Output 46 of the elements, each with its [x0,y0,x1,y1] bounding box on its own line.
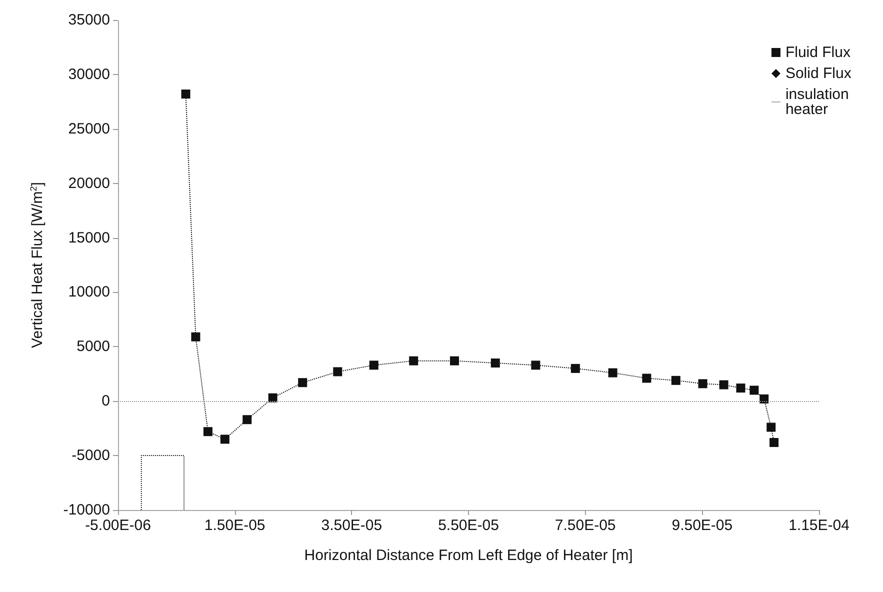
point [750,386,759,395]
point [409,356,418,366]
y-tick-label: 5000 [76,338,110,356]
y-tick-label: 10000 [68,284,110,301]
y-tick-label: 35000 [68,12,110,28]
point [608,368,618,378]
x-tick-label: 1.50E-05 [204,517,266,534]
point [333,367,342,376]
point [220,434,230,444]
legend-label: Fluid Flux [785,44,851,61]
point [570,364,580,373]
point [770,438,779,447]
point [760,394,769,404]
y-tick-label: -5000 [72,447,110,464]
point [671,376,680,385]
x-axis-title: Horizontal Distance From Left Edge of Heater [m] [304,547,633,564]
legend-label: insulation heater [785,86,854,118]
point [298,378,308,388]
x-tick-label: 9.50E-05 [672,517,733,534]
point [450,356,459,366]
point [181,90,190,99]
y-tick-label: 15000 [68,229,110,246]
point [268,393,278,402]
point [698,379,708,388]
point [191,332,200,342]
y-axis-title: Vertical Heat Flux [W/m2] [28,182,46,348]
y-tick-label: -10000 [63,502,110,518]
y-tick-label: 25000 [68,120,110,138]
x-tick-label: 3.50E-05 [321,517,382,534]
x-tick-label: 7.50E-05 [554,517,616,534]
y-tick-label: 30000 [68,66,110,83]
point [490,358,500,368]
point [242,415,252,424]
point [766,422,776,432]
point [531,360,540,370]
x-tick-label: 5.50E-05 [438,517,499,534]
y-tick-label: 0 [102,392,110,410]
point [736,384,746,393]
x-tick-label: -5.00E-06 [85,517,151,534]
x-tick-label: 1.15E-04 [788,517,850,534]
point [369,360,378,370]
point [203,427,212,436]
point [642,374,652,383]
y-tick-label: 20000 [68,174,110,192]
legend-label: Solid Flux [785,65,852,82]
point [719,380,728,390]
